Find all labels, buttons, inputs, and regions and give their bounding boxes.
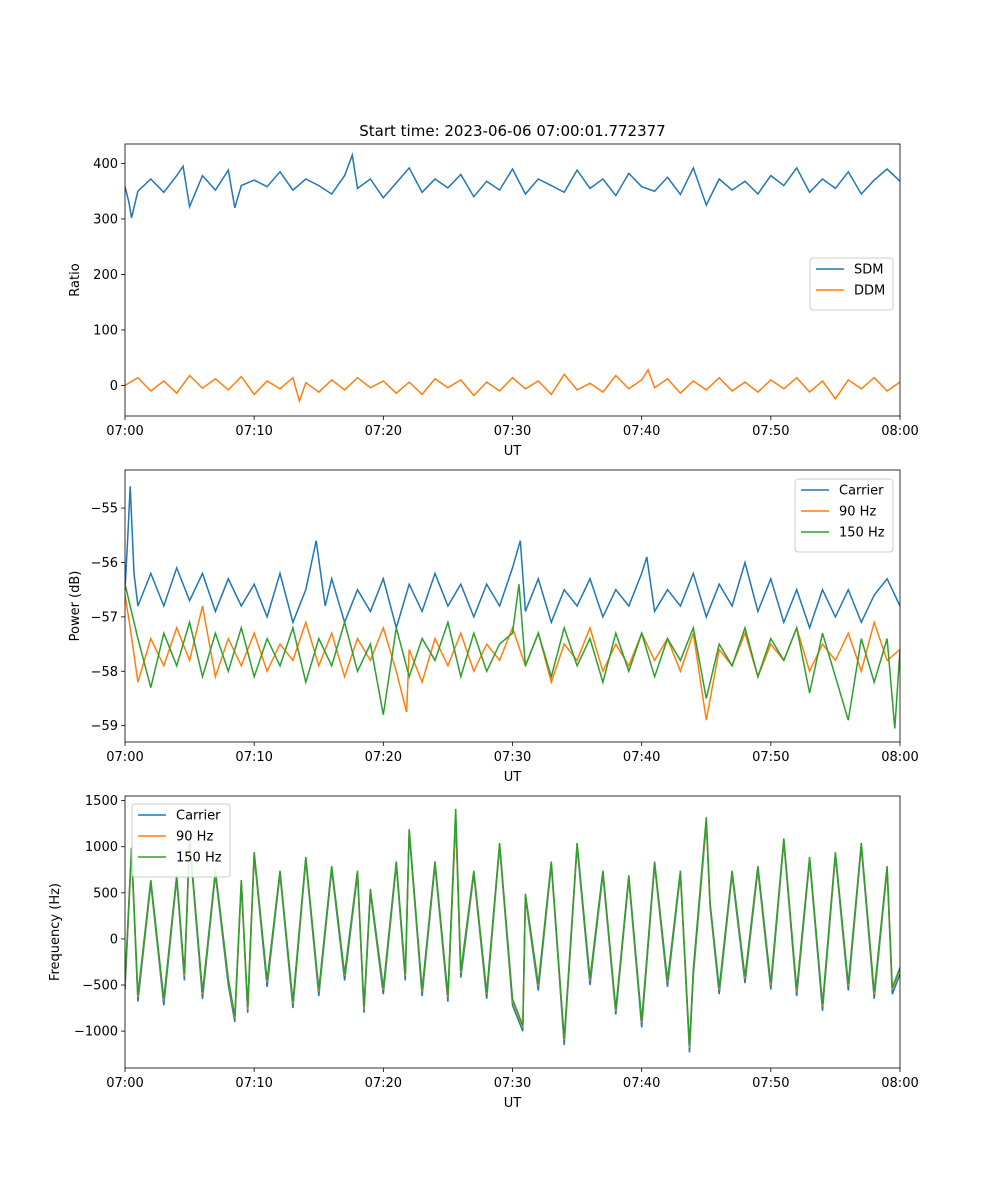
y-tick-label: 300	[93, 212, 118, 227]
x-tick-label: 08:00	[881, 750, 918, 765]
x-tick-label: 07:20	[365, 424, 402, 439]
chart-panel-3: 07:00 07:10 07:20 07:30 07:40 07:50 08:00 −1000…	[48, 794, 919, 1111]
x-tick-label: 07:40	[623, 1076, 660, 1091]
x-tick-label: 07:10	[235, 750, 272, 765]
x-axis-label: UT	[504, 444, 522, 459]
legend-label: Carrier	[839, 484, 884, 499]
axes-frame	[124, 795, 901, 1069]
series-line-1-sdm	[125, 152, 900, 218]
y-tick-label: 200	[93, 268, 118, 283]
chart-panel-1: 07:00 07:10 07:20 07:30 07:40 07:50 08:00 0 100 2…	[68, 143, 919, 459]
legend-label: 90 Hz	[176, 830, 213, 845]
x-tick-label: 07:10	[235, 1076, 272, 1091]
chart-panel-2: 07:00 07:10 07:20 07:30 07:40 07:50 08:00 −59 −5…	[68, 469, 919, 785]
x-tick-label: 07:00	[106, 750, 143, 765]
x-tick-label: 07:20	[365, 750, 402, 765]
x-tick-label: 07:00	[106, 424, 143, 439]
x-tick-label: 07:10	[235, 424, 272, 439]
y-tick-label: −57	[91, 610, 118, 625]
x-tick-label: 07:50	[752, 750, 789, 765]
y-tick-label: −59	[91, 719, 118, 734]
series-line-3-carrier	[125, 819, 900, 1053]
legend-label: 90 Hz	[839, 505, 876, 520]
legend-label: DDM	[854, 284, 885, 299]
y-tick-label: −56	[91, 556, 118, 571]
series-line-2-carrier	[125, 486, 900, 631]
y-tick-label: 1500	[85, 794, 118, 809]
y-tick-label: −58	[91, 665, 118, 680]
series-line-1-ddm	[125, 368, 900, 404]
x-tick-label: 07:20	[365, 1076, 402, 1091]
y-tick-label: 0	[110, 379, 118, 394]
x-tick-label: 07:40	[623, 424, 660, 439]
legend: SDM DDM	[809, 257, 894, 311]
y-tick-label: 400	[93, 157, 118, 172]
y-tick-label: −55	[91, 502, 118, 517]
x-tick-label: 07:40	[623, 750, 660, 765]
legend: Carrier 90 Hz 150 Hz	[131, 803, 231, 878]
legend-box	[131, 803, 231, 878]
x-tick-label: 07:30	[494, 1076, 531, 1091]
series-line-3-150-hz	[125, 808, 900, 1046]
legend-label: 150 Hz	[839, 526, 885, 541]
y-axis-label: Power (dB)	[68, 571, 83, 642]
y-axis-label: Ratio	[68, 263, 83, 296]
legend-box	[794, 478, 894, 553]
x-tick-label: 07:50	[752, 424, 789, 439]
legend-label: Carrier	[176, 809, 221, 824]
y-tick-label: 1000	[85, 840, 118, 855]
x-tick-label: 07:30	[494, 750, 531, 765]
y-tick-label: 100	[93, 323, 118, 338]
legend: Carrier 90 Hz 150 Hz	[794, 478, 894, 553]
y-tick-label: −1000	[74, 1025, 118, 1040]
x-tick-label: 08:00	[881, 424, 918, 439]
x-axis-label: UT	[504, 1096, 522, 1111]
legend-label: SDM	[854, 263, 883, 278]
legend-box	[809, 257, 894, 311]
series-line-2-90-hz	[125, 594, 900, 721]
x-tick-label: 08:00	[881, 1076, 918, 1091]
legend-label: 150 Hz	[176, 851, 222, 866]
y-tick-label: 500	[93, 886, 118, 901]
y-tick-label: 0	[110, 932, 118, 947]
x-tick-label: 07:30	[494, 424, 531, 439]
series-line-2-150-hz	[125, 584, 900, 729]
y-tick-label: −500	[82, 979, 118, 994]
figure-title: Start time: 2023-06-06 07:00:01.772377	[359, 122, 665, 140]
x-tick-label: 07:00	[106, 1076, 143, 1091]
x-axis-label: UT	[504, 770, 522, 785]
x-tick-label: 07:50	[752, 1076, 789, 1091]
y-axis-label: Frequency (Hz)	[48, 883, 63, 981]
